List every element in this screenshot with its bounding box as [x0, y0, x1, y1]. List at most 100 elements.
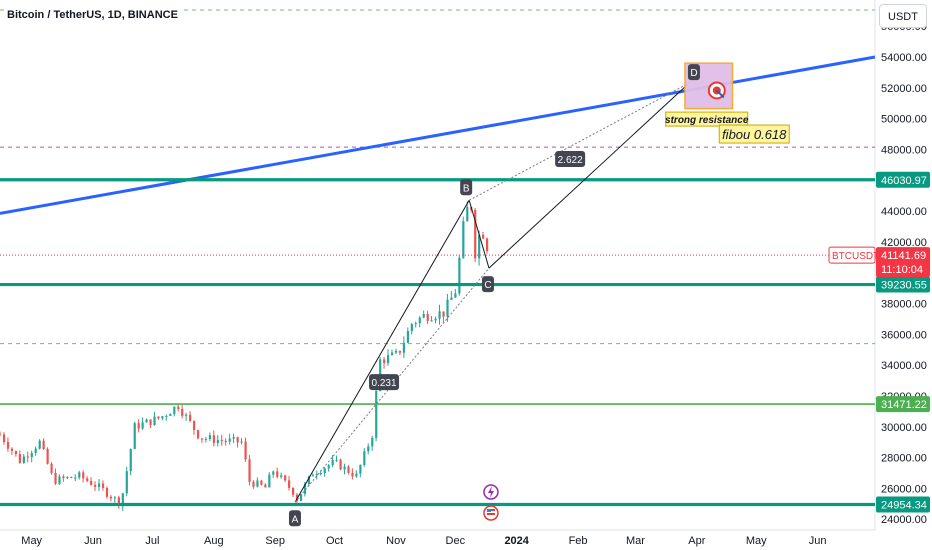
candle-body [315, 474, 318, 476]
candle-body [367, 446, 370, 452]
candles [0, 201, 489, 511]
candle-body [42, 440, 45, 449]
level-price-label: 39230.55 [881, 280, 927, 292]
annotation-box [665, 111, 749, 127]
candle-body [161, 416, 164, 419]
candle [97, 479, 101, 492]
candle [256, 477, 259, 488]
candle [141, 417, 144, 430]
candle [359, 464, 362, 478]
y-tick-label: 34000.00 [881, 360, 927, 372]
candle [181, 404, 184, 419]
candle-body [212, 435, 216, 443]
candle [18, 450, 21, 464]
candle [331, 455, 334, 468]
countdown-label: 11:10:04 [881, 264, 923, 276]
candle [240, 438, 243, 445]
candle-body [299, 493, 303, 501]
candle-body [272, 471, 275, 475]
candle [161, 415, 164, 421]
candle-body [113, 497, 117, 499]
lightning-glyph [487, 486, 494, 498]
candle [42, 438, 45, 451]
candle [173, 406, 176, 417]
candle [153, 411, 156, 426]
candle-body [117, 497, 120, 507]
candle-body [18, 454, 21, 463]
candle-body [6, 442, 10, 449]
symbol-tag-label: BTCUSDT [832, 251, 879, 262]
candle [272, 470, 275, 478]
ratio-label: 2.622 [558, 155, 583, 166]
candle [62, 474, 65, 482]
candle-body [339, 459, 342, 470]
candle [133, 421, 136, 450]
candle [66, 476, 69, 480]
candle-body [264, 484, 267, 488]
candle-body [66, 476, 69, 479]
pattern-point-a-box [288, 510, 301, 527]
candle-body [204, 438, 208, 440]
candle-body [284, 475, 287, 481]
candle-body [177, 406, 180, 409]
candle-body [137, 423, 140, 429]
candle [137, 419, 140, 433]
candle-body [252, 481, 255, 487]
candle-body [125, 471, 128, 494]
candle [438, 304, 441, 325]
candle-body [319, 473, 322, 475]
candle [220, 434, 223, 446]
y-tick-label: 54000.00 [881, 52, 927, 64]
ratio-label-box [369, 374, 400, 391]
candle-body [307, 476, 311, 485]
candle-body [422, 313, 425, 318]
currency-button[interactable]: USDT [879, 4, 927, 28]
y-tick-label: 26000.00 [881, 483, 927, 495]
candle-body [193, 420, 196, 431]
candle-body [10, 448, 14, 451]
candle-body [383, 359, 386, 363]
pattern-point-d: D [690, 68, 697, 79]
candle [446, 293, 449, 322]
candle [410, 322, 413, 335]
candle [216, 435, 219, 447]
x-tick-label: May [21, 535, 42, 547]
y-tick-label: 28000.00 [881, 453, 927, 465]
pattern-leg-bc [468, 200, 490, 269]
x-tick-label: Aug [204, 535, 224, 547]
annotation-box [718, 124, 790, 144]
candle [149, 419, 152, 429]
candle [363, 448, 366, 467]
candle [204, 436, 208, 443]
candle [371, 435, 374, 451]
candle [335, 455, 338, 462]
candle-body [157, 416, 160, 419]
y-tick-label: 38000.00 [881, 299, 927, 311]
x-tick-label: Oct [326, 535, 343, 547]
candle-body [406, 331, 410, 343]
candle-body [458, 257, 461, 294]
candle [70, 476, 73, 479]
candle [288, 476, 291, 491]
candle-body [90, 480, 93, 485]
candle-body [22, 456, 25, 463]
candle-body [70, 476, 73, 478]
candle [101, 480, 105, 491]
candle-body [418, 317, 421, 324]
candle-body [86, 478, 89, 481]
candle [260, 479, 263, 486]
candle [442, 311, 445, 323]
candle-body [371, 437, 374, 447]
candle-body [121, 493, 124, 507]
candle [343, 463, 346, 475]
flag-canton [486, 509, 491, 512]
candle [232, 433, 235, 444]
pattern-point-a: A [292, 514, 299, 525]
candle-body [343, 466, 346, 470]
annotation-strong-resistance: strong resistance [665, 115, 749, 126]
candle-body [185, 414, 188, 416]
last-price-tag [876, 247, 930, 278]
x-tick-label: Sep [265, 535, 285, 547]
candle [284, 474, 287, 483]
